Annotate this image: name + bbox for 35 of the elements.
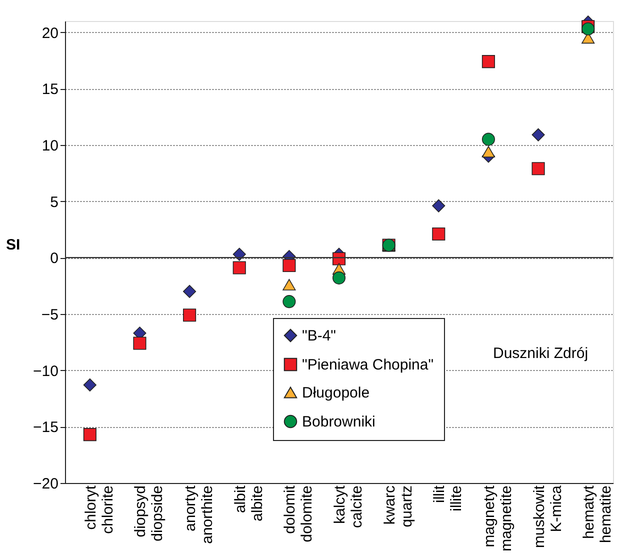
y-tick-label: −10 bbox=[33, 362, 58, 380]
point bbox=[232, 261, 246, 274]
point bbox=[432, 227, 446, 240]
point bbox=[282, 259, 296, 272]
x-tick-label: chloryt chlorite bbox=[82, 484, 116, 534]
y-tick-label: 15 bbox=[42, 81, 58, 98]
x-tick-label: illit illite bbox=[431, 484, 466, 512]
point bbox=[133, 336, 146, 350]
point bbox=[332, 271, 346, 284]
point bbox=[482, 132, 495, 146]
legend-label: Długopole bbox=[302, 384, 370, 402]
legend-label: Bobrowniki bbox=[302, 414, 376, 430]
point bbox=[183, 308, 196, 322]
y-tick-label: 10 bbox=[42, 137, 58, 154]
point bbox=[83, 428, 96, 442]
point bbox=[83, 378, 96, 392]
point bbox=[282, 295, 296, 308]
point bbox=[232, 248, 246, 261]
y-tick-label: −20 bbox=[33, 476, 58, 492]
y-tick-label: −5 bbox=[41, 306, 58, 324]
y-tick-label: 0 bbox=[50, 250, 58, 268]
point bbox=[532, 162, 545, 176]
point bbox=[532, 128, 545, 142]
point bbox=[482, 146, 495, 158]
y-tick-label: 5 bbox=[50, 194, 58, 211]
annotation: Duszniki Zdrój bbox=[493, 345, 588, 362]
point bbox=[282, 278, 296, 290]
legend-label: "B-4" bbox=[302, 328, 336, 344]
y-tick-label: −15 bbox=[33, 419, 58, 436]
point bbox=[183, 284, 196, 298]
point bbox=[482, 55, 495, 68]
y-tick-label: 20 bbox=[42, 24, 58, 42]
point bbox=[432, 199, 446, 212]
legend-label: "Pieniawa Chopina" bbox=[302, 356, 434, 374]
y-axis-title: SI bbox=[6, 236, 20, 254]
